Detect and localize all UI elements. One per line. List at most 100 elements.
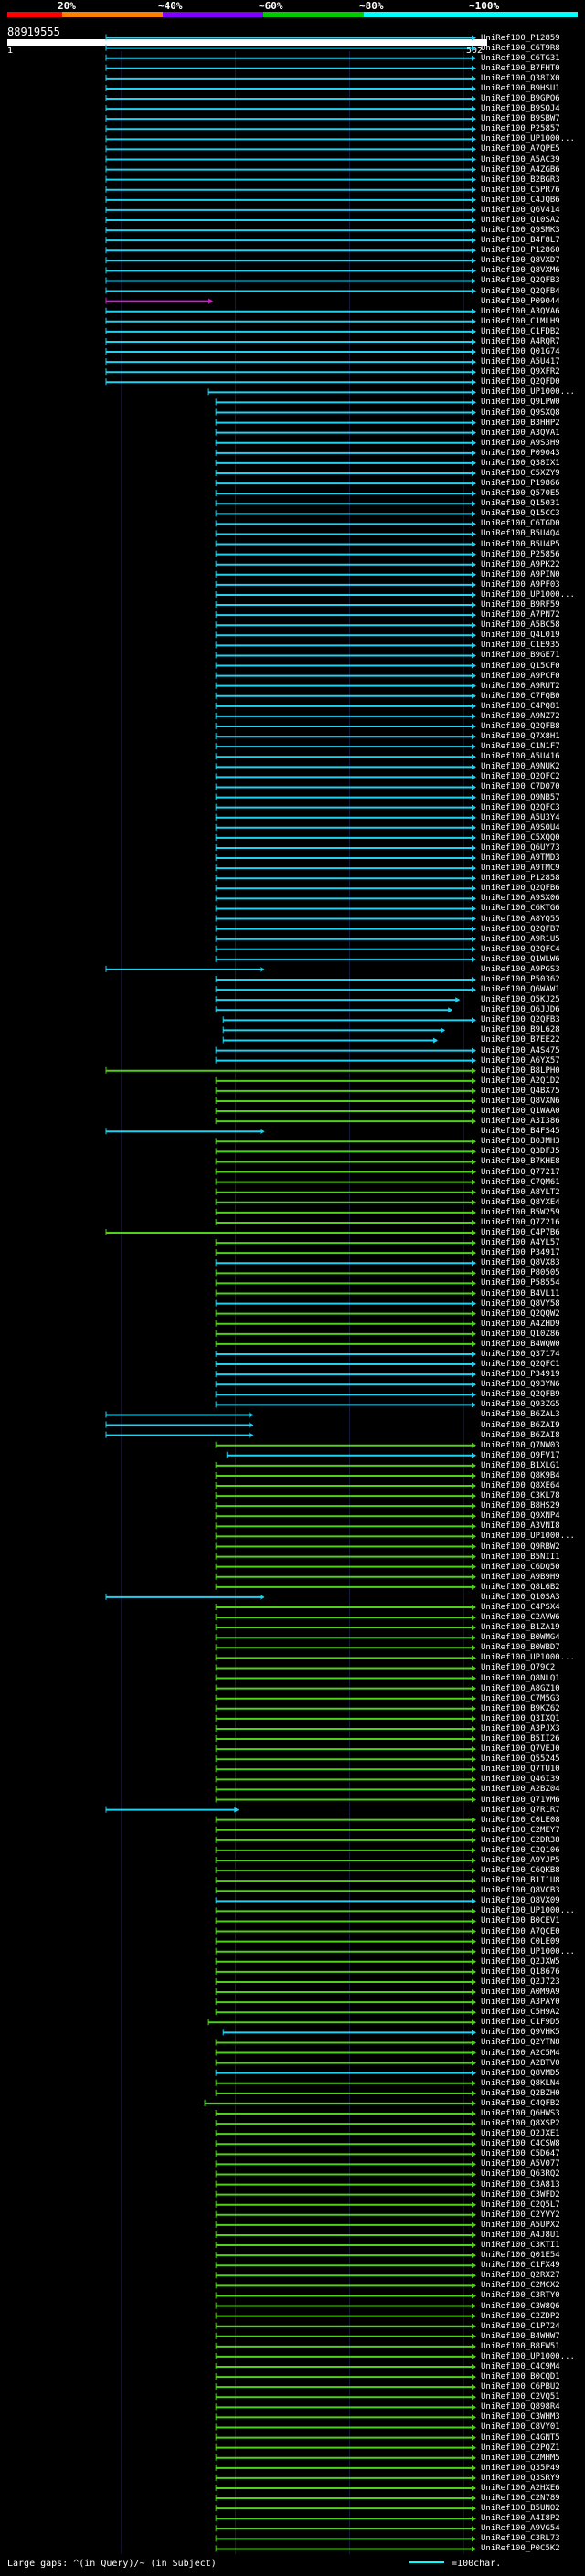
hit-label[interactable]: UniRef100_C4PSX4 [481, 1602, 560, 1612]
hit-label[interactable]: UniRef100_Q10Z86 [481, 1329, 560, 1339]
hit-row[interactable] [215, 1977, 476, 1985]
hit-label[interactable]: UniRef100_B4FS45 [481, 1127, 560, 1137]
hit-label[interactable]: UniRef100_Q18676 [481, 1966, 560, 1977]
hit-row[interactable] [215, 2302, 476, 2309]
hit-label[interactable]: UniRef100_UP1000... [481, 1532, 575, 1542]
hit-row[interactable] [105, 196, 476, 203]
hit-row[interactable] [215, 1371, 476, 1378]
hit-label[interactable]: UniRef100_A3PJX3 [481, 1723, 560, 1733]
hit-label[interactable]: UniRef100_Q8VXD7 [481, 256, 560, 266]
hit-row[interactable] [215, 843, 476, 851]
hit-row[interactable] [215, 2252, 476, 2259]
hit-row[interactable] [215, 2231, 476, 2238]
hit-label[interactable]: UniRef100_Q2JXW5 [481, 1956, 560, 1966]
hit-label[interactable]: UniRef100_A2C5M4 [481, 2048, 560, 2058]
hit-row[interactable] [215, 2292, 476, 2299]
hit-row[interactable] [215, 1138, 476, 1145]
hit-row[interactable] [215, 2495, 476, 2502]
hit-row[interactable] [215, 976, 476, 983]
hit-row[interactable] [215, 1553, 476, 1560]
hit-label[interactable]: UniRef100_C2MEY7 [481, 1825, 560, 1835]
hit-row[interactable] [215, 459, 476, 466]
hit-label[interactable]: UniRef100_A9PCF0 [481, 671, 560, 681]
hit-label[interactable]: UniRef100_C0LE08 [481, 1815, 560, 1825]
hit-label[interactable]: UniRef100_B5W259 [481, 1207, 560, 1217]
hit-row[interactable] [215, 823, 476, 831]
hit-row[interactable] [215, 1603, 476, 1610]
hit-label[interactable]: UniRef100_Q6V414 [481, 205, 560, 215]
hit-row[interactable] [215, 1289, 476, 1297]
hit-row[interactable] [215, 925, 476, 932]
hit-label[interactable]: UniRef100_Q7X8H1 [481, 732, 560, 742]
hit-row[interactable] [215, 2484, 476, 2491]
hit-label[interactable]: UniRef100_C1F9D5 [481, 2018, 560, 2028]
hit-label[interactable]: UniRef100_A9NUK2 [481, 762, 560, 772]
hit-label[interactable]: UniRef100_Q8KLN4 [481, 2078, 560, 2088]
hit-label[interactable]: UniRef100_A4ZGB6 [481, 164, 560, 175]
hit-label[interactable]: UniRef100_UP1000... [481, 589, 575, 599]
hit-label[interactable]: UniRef100_Q7NW03 [481, 1440, 560, 1450]
hit-row[interactable] [215, 570, 476, 578]
hit-label[interactable]: UniRef100_P0C5K2 [481, 2544, 560, 2554]
hit-label[interactable]: UniRef100_P80505 [481, 1268, 560, 1278]
hit-row[interactable] [215, 1056, 476, 1064]
hit-row[interactable] [215, 2089, 476, 2096]
hit-label[interactable]: UniRef100_B6ZAL3 [481, 1410, 560, 1420]
hit-row[interactable] [215, 1634, 476, 1641]
hit-label[interactable]: UniRef100_Q8VXM6 [481, 266, 560, 276]
hit-label[interactable]: UniRef100_A8YQ55 [481, 914, 560, 924]
hit-row[interactable] [215, 1836, 476, 1843]
hit-label[interactable]: UniRef100_Q4L019 [481, 631, 560, 641]
hit-row[interactable] [215, 1118, 476, 1125]
hit-label[interactable]: UniRef100_Q8XE64 [481, 1481, 560, 1491]
hit-row[interactable] [215, 1998, 476, 2006]
hit-row[interactable] [215, 2160, 476, 2168]
hit-row[interactable] [215, 1502, 476, 1510]
hit-row[interactable] [105, 337, 476, 345]
hit-row[interactable] [215, 480, 476, 487]
hit-label[interactable]: UniRef100_A8GZ10 [481, 1683, 560, 1693]
hit-label[interactable]: UniRef100_A9PGS3 [481, 964, 560, 974]
hit-label[interactable]: UniRef100_B5UNO2 [481, 2504, 560, 2514]
hit-row[interactable] [215, 1583, 476, 1590]
hit-label[interactable]: UniRef100_C2AVW6 [481, 1613, 560, 1623]
hit-row[interactable] [215, 2545, 476, 2552]
hit-row[interactable] [215, 2049, 476, 2056]
hit-label[interactable]: UniRef100_C2YVY2 [481, 2210, 560, 2220]
hit-row[interactable] [215, 1907, 476, 1914]
hit-label[interactable]: UniRef100_Q8L6B2 [481, 1582, 560, 1592]
hit-label[interactable]: UniRef100_UP1000... [481, 134, 575, 144]
hit-label[interactable]: UniRef100_Q01E54 [481, 2251, 560, 2261]
hit-label[interactable]: UniRef100_C7D070 [481, 782, 560, 792]
hit-row[interactable] [215, 1704, 476, 1712]
hit-row[interactable] [215, 631, 476, 639]
hit-label[interactable]: UniRef100_B7FHT0 [481, 63, 560, 73]
hit-row[interactable] [215, 2170, 476, 2178]
hit-row[interactable] [215, 2505, 476, 2512]
hit-label[interactable]: UniRef100_Q38IX0 [481, 73, 560, 83]
hit-label[interactable]: UniRef100_B4F8L7 [481, 236, 560, 246]
hit-label[interactable]: UniRef100_Q38IX1 [481, 458, 560, 468]
hit-label[interactable]: UniRef100_A9R1U5 [481, 934, 560, 944]
hit-row[interactable] [215, 2474, 476, 2481]
hit-row[interactable] [215, 1006, 453, 1013]
hit-row[interactable] [215, 449, 476, 456]
hit-label[interactable]: UniRef100_A3QVA6 [481, 306, 560, 316]
hit-label[interactable]: UniRef100_B9RF59 [481, 600, 560, 610]
hit-row[interactable] [215, 1512, 476, 1520]
hit-label[interactable]: UniRef100_A5U3Y4 [481, 812, 560, 822]
hit-label[interactable]: UniRef100_Q9XFR2 [481, 367, 560, 377]
hit-row[interactable] [215, 1765, 476, 1773]
hit-label[interactable]: UniRef100_C1FDB2 [481, 326, 560, 336]
hit-row[interactable] [215, 2180, 476, 2188]
hit-label[interactable]: UniRef100_B9GPQ6 [481, 94, 560, 104]
hit-row[interactable] [215, 419, 476, 426]
hit-label[interactable]: UniRef100_C3RL73 [481, 2534, 560, 2544]
hit-label[interactable]: UniRef100_A4ZHD9 [481, 1319, 560, 1329]
hit-label[interactable]: UniRef100_B4WHW7 [481, 2331, 560, 2341]
hit-label[interactable]: UniRef100_Q9XNP4 [481, 1511, 560, 1521]
hit-label[interactable]: UniRef100_Q8VMD5 [481, 2068, 560, 2078]
hit-label[interactable]: UniRef100_A3VNI8 [481, 1521, 560, 1532]
hit-row[interactable] [215, 1947, 476, 1955]
hit-row[interactable] [215, 1542, 476, 1550]
